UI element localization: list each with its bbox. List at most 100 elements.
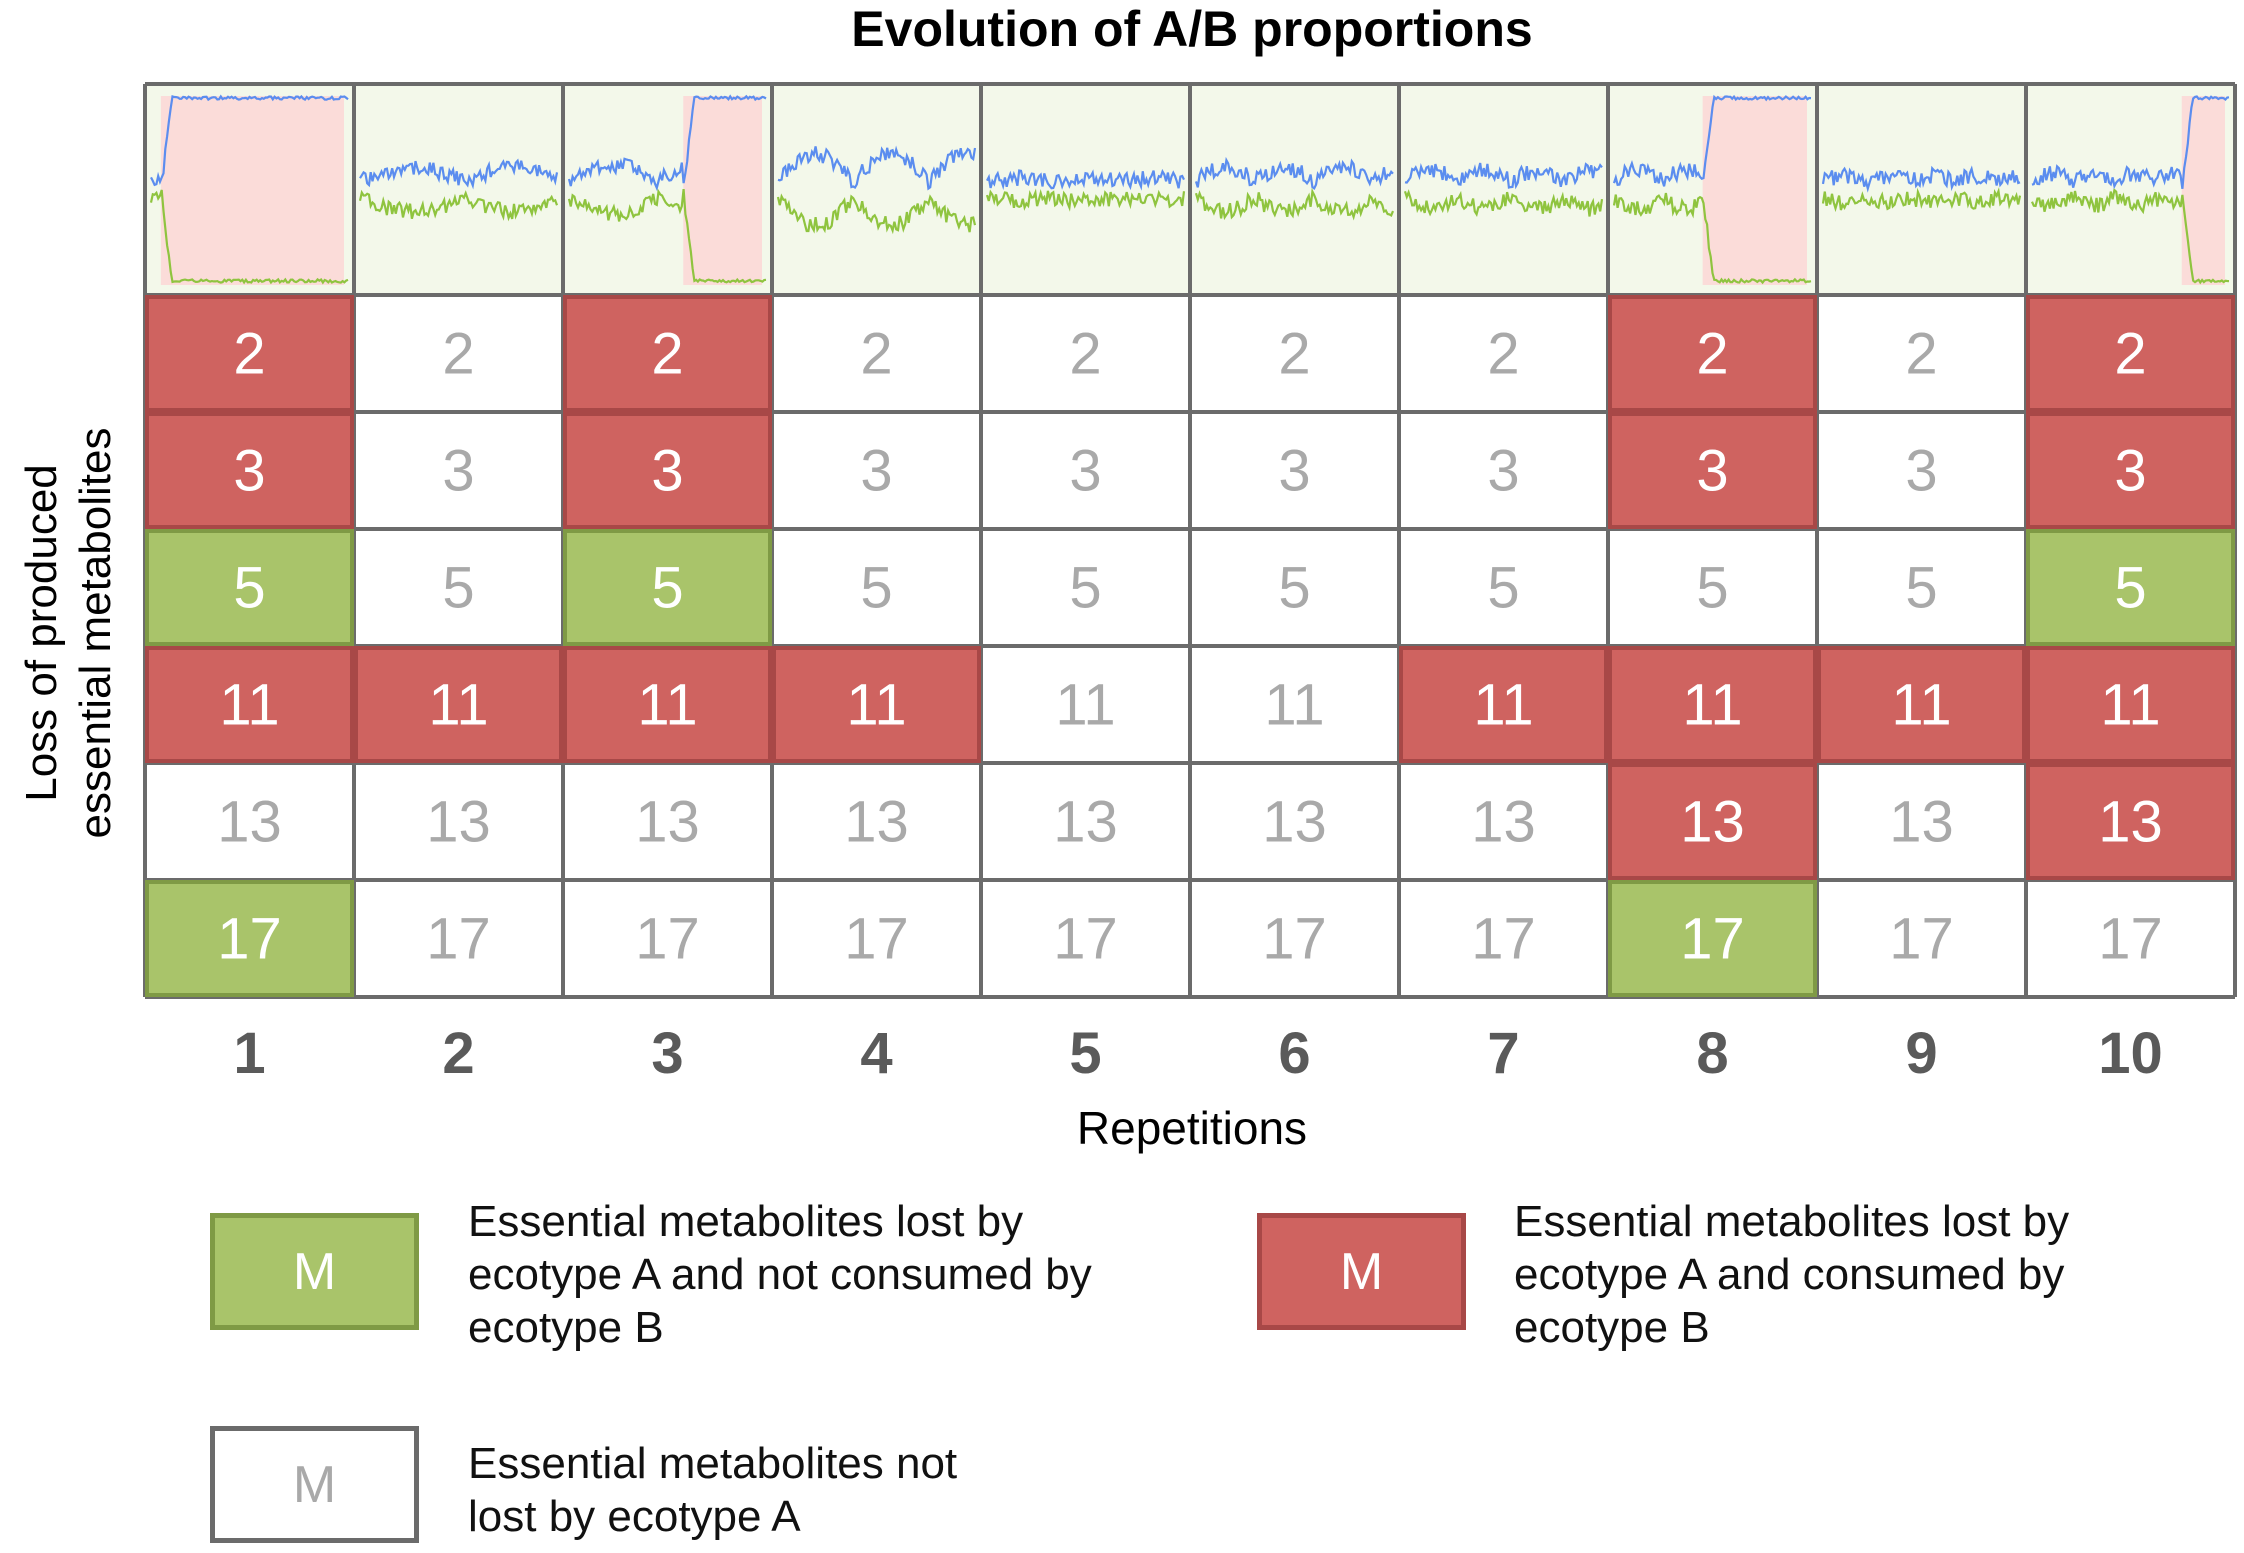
cell-label: 17: [426, 907, 491, 972]
column-label: 6: [1278, 1021, 1310, 1086]
cell-red: [2026, 412, 2235, 529]
cell-white: [981, 880, 1190, 997]
cell-red: [1608, 763, 1817, 880]
cell-label: 11: [2100, 673, 2160, 738]
cell-red: [1817, 646, 2026, 763]
column-label: 10: [2098, 1021, 2163, 1086]
cell-label: 11: [1891, 673, 1951, 738]
cell-red: [145, 646, 354, 763]
cell-label: 11: [1055, 673, 1115, 738]
cell-white: [981, 646, 1190, 763]
cell-green: [145, 880, 354, 997]
cell-red: [563, 646, 772, 763]
cell-green: [2026, 529, 2235, 646]
cell-label: 5: [651, 556, 683, 621]
cell-label: 2: [2114, 322, 2146, 387]
cell-red: [145, 412, 354, 529]
cell-label: 2: [1069, 322, 1101, 387]
cell-white: [1190, 763, 1399, 880]
cell-green: [1608, 880, 1817, 997]
cell-white: [354, 295, 563, 412]
cell-label: 3: [233, 439, 265, 504]
cell-green: [145, 529, 354, 646]
cell-label: 17: [1889, 907, 1954, 972]
thumbnail-series-a-line: [359, 158, 559, 190]
thumbnail-background: [1817, 84, 2026, 295]
cell-border-green: [2026, 529, 2235, 646]
cell-label: 13: [1471, 790, 1536, 855]
cell-red: [772, 646, 981, 763]
cell-label: 13: [1680, 790, 1745, 855]
thumbnail-series-a-line: [986, 168, 1185, 191]
thumbnail-series-a-line: [1194, 156, 1394, 191]
cell-label: 11: [428, 673, 488, 738]
thumbnail-takeover-region: [1702, 96, 1807, 285]
cell-white: [1608, 529, 1817, 646]
cell-label: 17: [2098, 907, 2163, 972]
cell-label: 11: [846, 673, 906, 738]
legend-red-swatch: M: [1257, 1213, 1466, 1330]
thumbnail-strip: [145, 84, 2235, 295]
cell-label: 2: [860, 322, 892, 387]
column-label: 7: [1487, 1021, 1519, 1086]
cell-white: [772, 763, 981, 880]
cell-label: 5: [1278, 556, 1310, 621]
cell-border-red: [2026, 763, 2235, 880]
cell-label: 5: [1069, 556, 1101, 621]
cell-label: 11: [219, 673, 279, 738]
thumbnail-series-a-line: [1612, 94, 1812, 187]
cell-border-red: [563, 295, 772, 412]
legend-green-swatch: M: [210, 1213, 419, 1330]
thumbnail-series-b-line: [567, 188, 767, 284]
cell-white: [981, 412, 1190, 529]
cell-border-red: [1608, 412, 1817, 529]
cell-label: 2: [1696, 322, 1728, 387]
cell-red: [1399, 646, 1608, 763]
cell-label: 5: [233, 556, 265, 621]
cell-border-red: [2026, 646, 2235, 763]
legend-red-line: Essential metabolites lost by: [1514, 1197, 2070, 1246]
thumbnail-series-b-line: [149, 189, 349, 285]
cell-border-red: [1608, 646, 1817, 763]
thumbnail-background: [1190, 84, 1399, 295]
thumbnail-series-b-line: [776, 193, 977, 235]
cell-border-green: [563, 529, 772, 646]
cell-label: 5: [2114, 556, 2146, 621]
cell-white: [1399, 880, 1608, 997]
thumbnail-takeover-region: [683, 96, 762, 285]
cell-border-red: [1608, 295, 1817, 412]
thumbnail-takeover-region: [2181, 96, 2225, 285]
legend-white-symbol: M: [292, 1455, 337, 1514]
column-label: 8: [1696, 1021, 1728, 1086]
cell-label: 2: [442, 322, 474, 387]
column-label: 4: [860, 1021, 892, 1086]
cell-border-green: [1608, 880, 1817, 997]
cell-label: 3: [1696, 439, 1728, 504]
cell-white: [354, 763, 563, 880]
cell-white: [354, 529, 563, 646]
y-axis-label-line1: Loss of produced: [17, 464, 66, 802]
cell-white: [563, 880, 772, 997]
cell-white: [1190, 412, 1399, 529]
cell-white: [2026, 880, 2235, 997]
cell-white: [563, 763, 772, 880]
cell-label: 5: [1905, 556, 1937, 621]
cell-white: [1190, 880, 1399, 997]
legend-green-text: Essential metabolites lost by ecotype A …: [468, 1195, 1092, 1354]
legend-white-line: lost by ecotype A: [468, 1492, 801, 1541]
cell-border-red: [354, 646, 563, 763]
cell-white: [981, 295, 1190, 412]
legend-red-symbol: M: [1339, 1242, 1384, 1301]
thumbnail-series-b-line: [1403, 189, 1604, 218]
thumbnail-background: [981, 84, 1190, 295]
cell-white: [354, 880, 563, 997]
thumbnail-series-a-line: [777, 145, 977, 191]
metabolite-grid: 2 2 2 2 2 2 2 2 2 2 3 3 3 3 3 3 3 3 3 3 5 5 5 5 5 5 5 5 5 5 11 11 11 11 11…: [145, 295, 2235, 997]
cell-label: 2: [651, 322, 683, 387]
column-labels: 1 2 3 4 5 6 7 8 9 10: [233, 1021, 2162, 1086]
column-label: 5: [1069, 1021, 1101, 1086]
thumbnail-series-a-line: [150, 94, 349, 187]
cell-red: [2026, 295, 2235, 412]
cell-red: [1608, 295, 1817, 412]
